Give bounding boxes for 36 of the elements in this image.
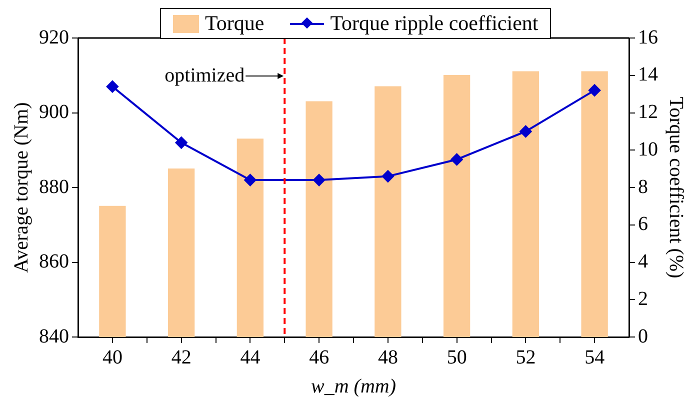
x-tick-label: 48 bbox=[378, 346, 398, 368]
legend-label: Torque ripple coefficient bbox=[330, 11, 538, 36]
point bbox=[106, 80, 118, 93]
point bbox=[313, 174, 326, 186]
y2-tick-label: 0 bbox=[638, 325, 648, 348]
ref-line-label: optimized bbox=[164, 64, 245, 86]
y2-tick-label: 12 bbox=[638, 101, 658, 123]
x-tick-label: 50 bbox=[446, 346, 467, 368]
y2-axis-title: Torque coefficient (%) bbox=[664, 96, 687, 278]
point bbox=[588, 84, 601, 96]
point bbox=[520, 125, 532, 138]
y2-tick-label: 14 bbox=[638, 64, 658, 86]
x-axis-title: w_m (mm) bbox=[311, 375, 396, 398]
point bbox=[175, 136, 188, 149]
point bbox=[450, 153, 463, 166]
y2-tick-label: 4 bbox=[638, 250, 648, 272]
y-tick-label: 880 bbox=[39, 176, 69, 198]
point bbox=[244, 174, 256, 186]
x-tick-label: 54 bbox=[584, 346, 605, 368]
y-tick-label: 920 bbox=[39, 26, 69, 48]
y2-tick-label: 6 bbox=[638, 213, 648, 236]
point bbox=[382, 170, 394, 182]
y-tick-label: 900 bbox=[39, 101, 69, 123]
x-tick-label: 46 bbox=[309, 346, 330, 368]
x-tick-label: 40 bbox=[102, 346, 122, 368]
y2-tick-label: 2 bbox=[638, 288, 648, 310]
y2-tick-label: 16 bbox=[638, 26, 658, 48]
legend-label: Torque bbox=[205, 11, 264, 36]
y-axis-title: Average torque (Nm) bbox=[10, 102, 32, 273]
x-tick-label: 52 bbox=[516, 346, 536, 368]
y-tick-label: 840 bbox=[39, 325, 69, 348]
y-tick-label: 860 bbox=[39, 250, 69, 272]
y2-tick-label: 10 bbox=[638, 138, 658, 160]
x-tick-label: 44 bbox=[240, 346, 260, 368]
x-tick-label: 42 bbox=[171, 346, 192, 368]
y2-tick-label: 8 bbox=[638, 176, 648, 198]
